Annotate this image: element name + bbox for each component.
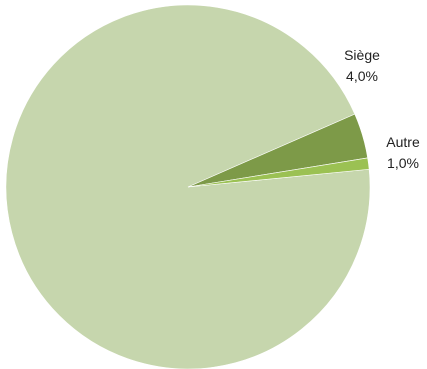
pie-slices — [5, 4, 371, 369]
slice-label-value: 1,0% — [387, 155, 419, 171]
slice-label-name: Siège — [344, 47, 380, 63]
slice-label-value: 4,0% — [346, 68, 378, 84]
pie-labels: Siège 4,0% Autre 1,0% — [344, 47, 420, 171]
pie-slice-autre — [187, 157, 370, 188]
slice-label-sige: Siège 4,0% — [344, 47, 380, 84]
slice-label-name: Autre — [386, 134, 420, 150]
slice-label-autre: Autre 1,0% — [386, 134, 420, 171]
